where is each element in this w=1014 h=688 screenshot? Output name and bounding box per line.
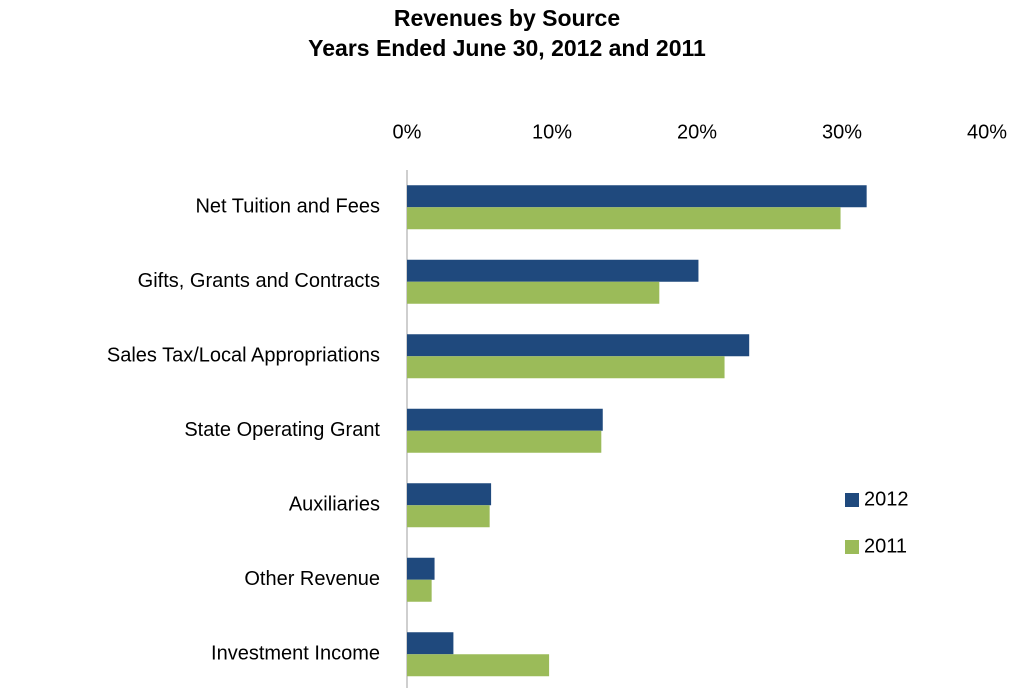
category-label: Investment Income bbox=[211, 643, 380, 665]
category-label: State Operating Grant bbox=[184, 419, 380, 441]
bar bbox=[407, 408, 603, 431]
bar bbox=[407, 281, 660, 304]
category-label: Other Revenue bbox=[244, 568, 380, 590]
legend-swatch bbox=[845, 493, 859, 507]
bar bbox=[407, 334, 750, 357]
bar bbox=[407, 207, 841, 230]
bar bbox=[407, 356, 725, 379]
bar bbox=[407, 557, 435, 580]
bar bbox=[407, 259, 699, 282]
bar bbox=[407, 185, 867, 208]
x-tick-label: 40% bbox=[967, 121, 1007, 143]
bar bbox=[407, 430, 602, 453]
x-tick-label: 10% bbox=[532, 121, 572, 143]
x-tick-label: 30% bbox=[822, 121, 862, 143]
bar bbox=[407, 483, 492, 506]
legend-label: 2012 bbox=[864, 488, 909, 510]
legend-swatch bbox=[845, 540, 859, 554]
bar bbox=[407, 579, 432, 602]
chart-subtitle: Years Ended June 30, 2012 and 2011 bbox=[308, 35, 706, 61]
category-label: Auxiliaries bbox=[289, 494, 380, 516]
x-tick-label: 0% bbox=[393, 121, 422, 143]
bar bbox=[407, 654, 550, 677]
bar bbox=[407, 632, 454, 655]
category-label: Gifts, Grants and Contracts bbox=[138, 270, 380, 292]
chart-title: Revenues by Source bbox=[394, 5, 620, 31]
x-tick-label: 20% bbox=[677, 121, 717, 143]
category-label: Net Tuition and Fees bbox=[195, 196, 380, 218]
legend-label: 2011 bbox=[864, 535, 907, 557]
bar bbox=[407, 505, 490, 528]
category-label: Sales Tax/Local Appropriations bbox=[107, 345, 380, 367]
